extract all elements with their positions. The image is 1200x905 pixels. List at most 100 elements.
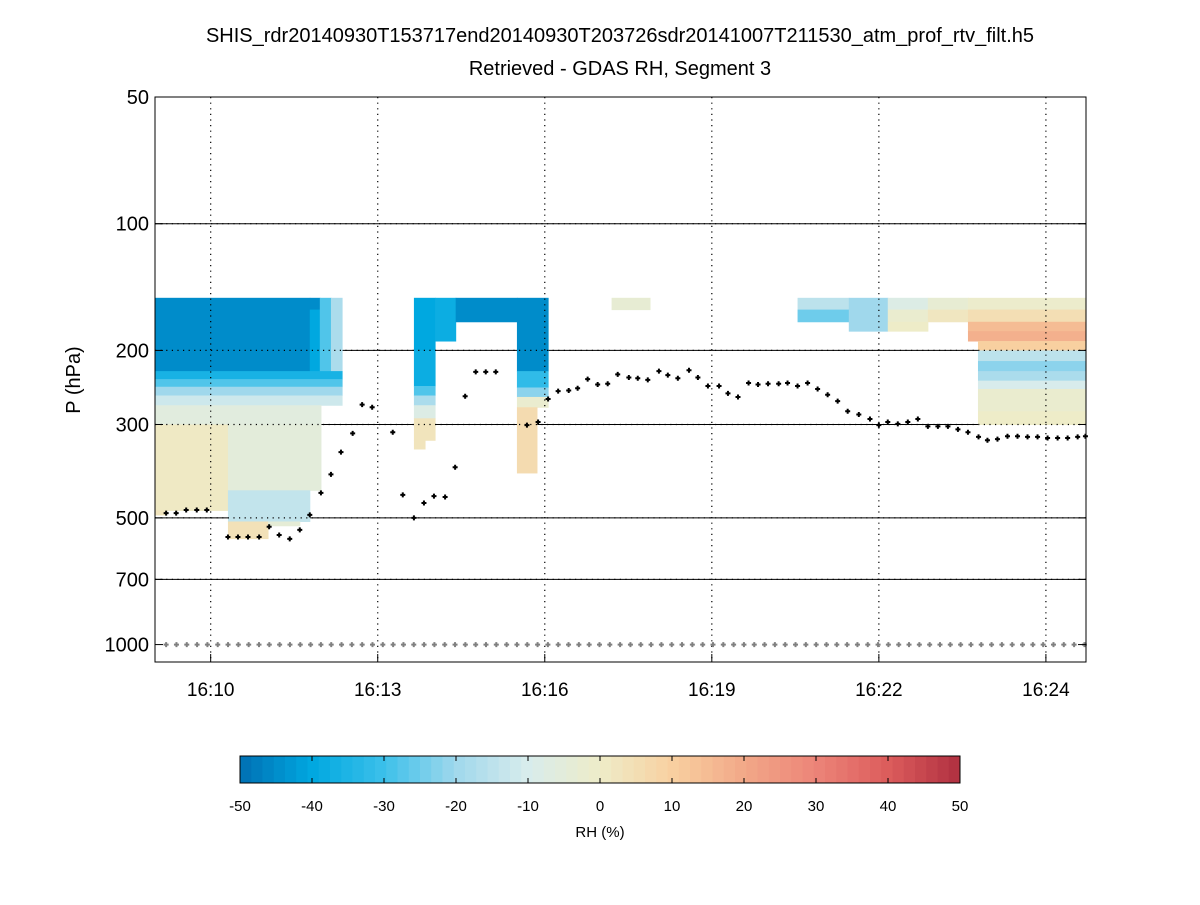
heatmap-cell <box>887 321 929 332</box>
heatmap-cell <box>268 521 301 527</box>
tropopause-point <box>935 423 941 429</box>
chart-title: SHIS_rdr20140930T153717end20140930T20372… <box>206 25 1034 47</box>
surface-point <box>1009 642 1015 648</box>
colorbar-swatch <box>791 756 803 783</box>
surface-point <box>958 642 964 648</box>
surface-point <box>462 642 468 648</box>
tropopause-point <box>645 377 651 383</box>
heatmap-cell <box>611 297 651 311</box>
tropopause-point <box>297 527 303 533</box>
heatmap-cell <box>330 297 343 372</box>
surface-point <box>493 642 499 648</box>
heatmap-cell <box>977 371 1087 382</box>
colorbar-swatch <box>577 756 590 783</box>
heatmap-cell <box>927 309 969 323</box>
heatmap-cell <box>927 297 969 311</box>
tropopause-point <box>266 524 272 530</box>
tropopause-point <box>615 371 621 377</box>
surface-point <box>627 642 633 648</box>
tropopause-point <box>984 437 990 443</box>
colorbar-swatch <box>723 756 736 783</box>
tropopause-point <box>776 381 782 387</box>
tropopause-point <box>318 490 324 496</box>
surface-point <box>741 642 747 648</box>
surface-point <box>421 642 427 648</box>
surface-point <box>875 642 881 648</box>
colorbar-swatch <box>251 756 263 783</box>
tropopause-point <box>555 388 561 394</box>
surface-point <box>896 642 902 648</box>
x-tick-label: 16:13 <box>354 680 402 701</box>
tropopause-point <box>1035 434 1041 440</box>
x-axis-ticks: 16:10 16:13 16:16 16:19 16:22 16:24 <box>187 654 1070 701</box>
heatmap-cell <box>967 321 1087 332</box>
heatmap-cell <box>977 341 1087 351</box>
colorbar-swatch <box>521 756 533 783</box>
surface-point <box>782 642 788 648</box>
surface-point <box>648 642 654 648</box>
colorbar-swatch <box>858 756 871 783</box>
colorbar-swatch <box>240 756 252 783</box>
colorbar-swatch <box>543 756 556 783</box>
colorbar-swatch <box>870 756 882 783</box>
tropopause-point <box>204 507 210 513</box>
tropopause-point <box>276 532 282 538</box>
heatmap-cell <box>797 309 850 323</box>
tropopause-point <box>755 381 761 387</box>
surface-point <box>235 642 241 648</box>
surface-point <box>679 642 685 648</box>
colorbar-swatch <box>453 756 466 783</box>
surface-point <box>607 642 613 648</box>
tropopause-point <box>442 494 448 500</box>
tropopause-point <box>867 416 873 422</box>
colorbar-swatch <box>476 756 488 783</box>
surface-point <box>318 642 324 648</box>
surface-point <box>596 642 602 648</box>
tropopause-point <box>785 380 791 386</box>
heatmap-cell <box>967 331 1087 342</box>
chart-subtitle: Retrieved - GDAS RH, Segment 3 <box>469 58 771 80</box>
surface-point <box>1020 642 1026 648</box>
colorbar-swatch <box>847 756 860 783</box>
heatmap-cell <box>887 297 929 311</box>
colorbar-swatch <box>656 756 668 783</box>
tropopause-point <box>1025 434 1031 440</box>
colorbar-swatch <box>825 756 837 783</box>
surface-point <box>452 642 458 648</box>
surface-point <box>803 642 809 648</box>
surface-point <box>731 642 737 648</box>
colorbar-swatch <box>532 756 545 783</box>
surface-point <box>380 642 386 648</box>
x-tick-label: 16:24 <box>1022 680 1070 701</box>
tropopause-point <box>1065 435 1071 441</box>
heatmap-cell <box>227 424 322 491</box>
tropopause-point <box>545 396 551 402</box>
surface-point <box>308 642 314 648</box>
tropopause-point <box>835 398 841 404</box>
y-tick-label: 50 <box>127 87 149 109</box>
tropopause-point <box>524 422 530 428</box>
tropopause-point <box>965 429 971 435</box>
heatmap-cell <box>413 385 436 397</box>
colorbar-swatch <box>600 756 612 783</box>
heatmap-cell <box>977 380 1087 390</box>
surface-point <box>504 642 510 648</box>
surface-point <box>390 642 396 648</box>
colorbar-swatch <box>892 756 905 783</box>
heatmap-cell <box>413 395 436 406</box>
tropopause-point <box>1045 435 1051 441</box>
surface-point <box>999 642 1005 648</box>
surface-point <box>431 642 437 648</box>
dotted-grid <box>155 97 1086 662</box>
colorbar-swatch <box>386 756 398 783</box>
heatmap-cell <box>413 418 436 441</box>
tropopause-point <box>595 381 601 387</box>
tropopause-point <box>483 369 489 375</box>
heatmap-cell <box>848 309 889 323</box>
surface-point <box>1040 642 1046 648</box>
colorbar-tick-label: 40 <box>880 798 897 815</box>
tropopause-point <box>473 369 479 375</box>
tropopause-point <box>338 449 344 455</box>
surface-point <box>844 642 850 648</box>
tropopause-point <box>575 385 581 391</box>
